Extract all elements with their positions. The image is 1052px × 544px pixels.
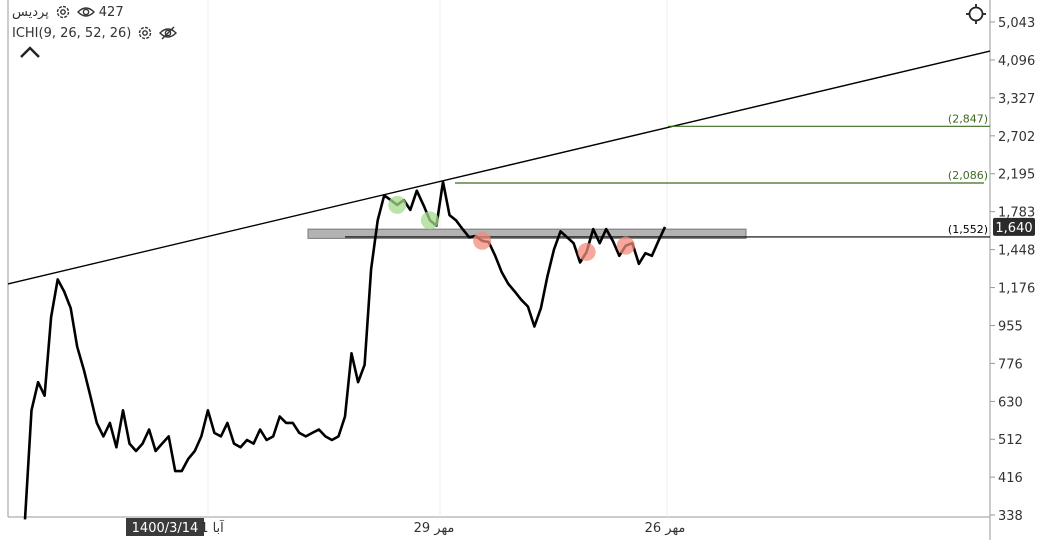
settings-icon[interactable]	[55, 4, 71, 20]
last-price-label: 1,640	[995, 221, 1032, 236]
eye-icon[interactable]	[76, 4, 95, 20]
y-tick-label: 4,096	[998, 54, 1035, 69]
signal-marker	[388, 195, 407, 214]
view-count: 427	[98, 4, 124, 20]
y-tick-label: 416	[998, 471, 1023, 486]
target-level-label: (1,552)	[948, 223, 988, 236]
signal-marker	[577, 242, 596, 261]
target-level-label: (2,086)	[948, 169, 988, 182]
indicator-name: ICHI(9, 26, 52, 26)	[12, 25, 132, 41]
y-tick-label: 1,448	[998, 244, 1035, 259]
x-label-badge	[126, 518, 204, 536]
last-price-badge	[993, 217, 1035, 236]
y-tick-label: 338	[998, 509, 1023, 524]
legend-symbol-row: پردیس 427	[12, 4, 124, 20]
y-tick-label: 3,327	[998, 92, 1035, 107]
y-tick-label: 955	[998, 320, 1023, 335]
y-tick-label: 776	[998, 357, 1023, 372]
crosshair-icon[interactable]	[965, 3, 987, 25]
x-tick-label: 26 مهر	[645, 521, 686, 536]
signal-marker	[420, 211, 439, 230]
y-tick-label: 1,176	[998, 282, 1035, 297]
legend-indicator-row: ICHI(9, 26, 52, 26)	[12, 25, 178, 41]
chevron-up-icon[interactable]	[18, 44, 42, 58]
y-tick-label: 1,783	[998, 206, 1035, 221]
symbol-name: پردیس	[12, 4, 49, 20]
y-tick-label: 512	[998, 433, 1023, 448]
y-tick-label: 2,702	[998, 130, 1035, 145]
y-tick-label: 5,043	[998, 16, 1035, 31]
eye-off-icon[interactable]	[159, 25, 178, 41]
settings-icon[interactable]	[137, 25, 153, 41]
price-series-line	[23, 180, 667, 520]
signal-marker	[616, 236, 635, 255]
y-tick-label: 2,195	[998, 168, 1035, 183]
trendline	[7, 50, 991, 285]
signal-marker	[473, 231, 492, 250]
y-tick-label: 630	[998, 395, 1023, 410]
x-tick-label: 1 آبا	[200, 519, 225, 536]
target-level-label: (2,847)	[948, 112, 988, 125]
support-zone	[307, 228, 747, 239]
x-tick-label: 29 مهر	[414, 521, 455, 536]
x-tick-label: 1400/3/14	[132, 521, 199, 536]
